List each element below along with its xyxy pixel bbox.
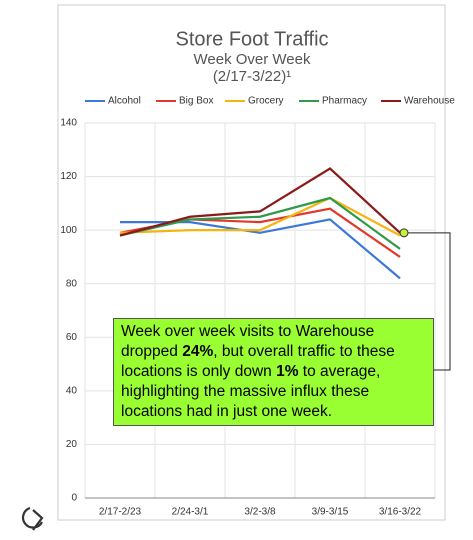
y-tick-label: 120 <box>60 171 77 182</box>
y-tick-label: 0 <box>71 493 77 504</box>
legend-label: Big Box <box>179 96 213 107</box>
callout-connector <box>404 232 451 371</box>
legend-label: Warehouse <box>404 96 455 107</box>
x-tick-label: 3/2-3/8 <box>244 507 276 518</box>
highlight-marker <box>399 228 409 238</box>
legend-label: Grocery <box>248 96 284 107</box>
x-tick-label: 3/16-3/22 <box>379 507 422 518</box>
y-tick-label: 100 <box>60 225 77 236</box>
chart-subtitle: (2/17-3/22)¹ <box>213 68 291 85</box>
y-tick-label: 80 <box>66 278 78 289</box>
legend-label: Pharmacy <box>322 96 367 107</box>
x-tick-label: 3/9-3/15 <box>312 507 349 518</box>
y-tick-label: 40 <box>66 385 78 396</box>
series-line <box>119 196 401 250</box>
y-tick-label: 140 <box>60 118 77 129</box>
annotation-text: 1% <box>276 363 299 380</box>
x-tick-label: 2/24-3/1 <box>172 507 209 518</box>
annotation-text: , but overall traffic to these locations… <box>121 343 395 380</box>
y-tick-label: 20 <box>66 439 78 450</box>
chart-subtitle: Week Over Week <box>194 51 311 68</box>
logo <box>21 506 44 531</box>
series-line <box>119 196 401 237</box>
x-tick-label: 2/17-2/23 <box>99 507 142 518</box>
series-line <box>119 167 401 237</box>
y-tick-label: 60 <box>66 332 78 343</box>
chart-title: Store Foot Traffic <box>175 28 328 50</box>
annotation-text: 24% <box>182 343 214 360</box>
legend-label: Alcohol <box>108 96 141 107</box>
annotation: Week over week visits to Warehouse dropp… <box>113 318 434 426</box>
annotation-text: Week over week visits to Warehouse dropp… <box>121 323 375 360</box>
annotation-text: to average, highlighting the massive inf… <box>121 363 381 420</box>
